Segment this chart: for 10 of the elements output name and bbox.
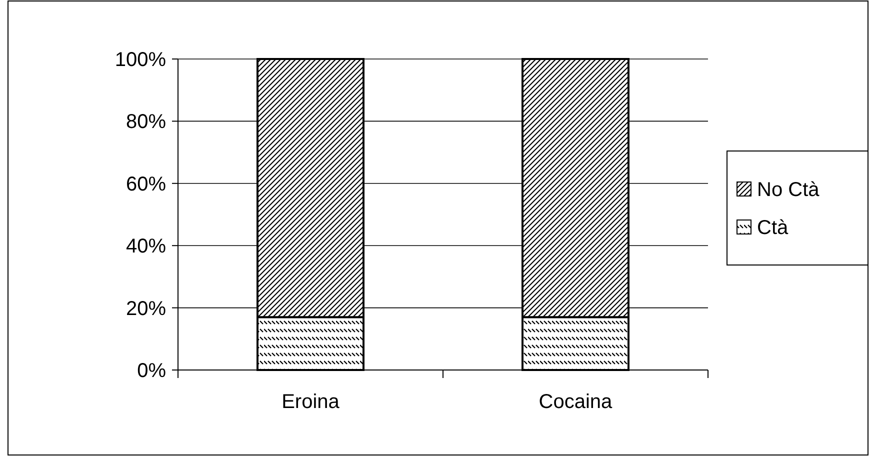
y-tick-label: 20% (126, 298, 166, 320)
legend-label: Ctà (757, 217, 789, 239)
y-tick-label: 40% (126, 236, 166, 258)
y-tick-label: 80% (126, 111, 166, 134)
x-tick-label: Eroina (282, 391, 340, 413)
y-tick-label: 60% (126, 173, 166, 196)
x-tick-label: Cocaina (538, 391, 614, 413)
y-tick-label: 0% (137, 360, 166, 382)
y-tick-label: 100% (114, 49, 166, 71)
legend-label: No Ctà (757, 179, 820, 201)
